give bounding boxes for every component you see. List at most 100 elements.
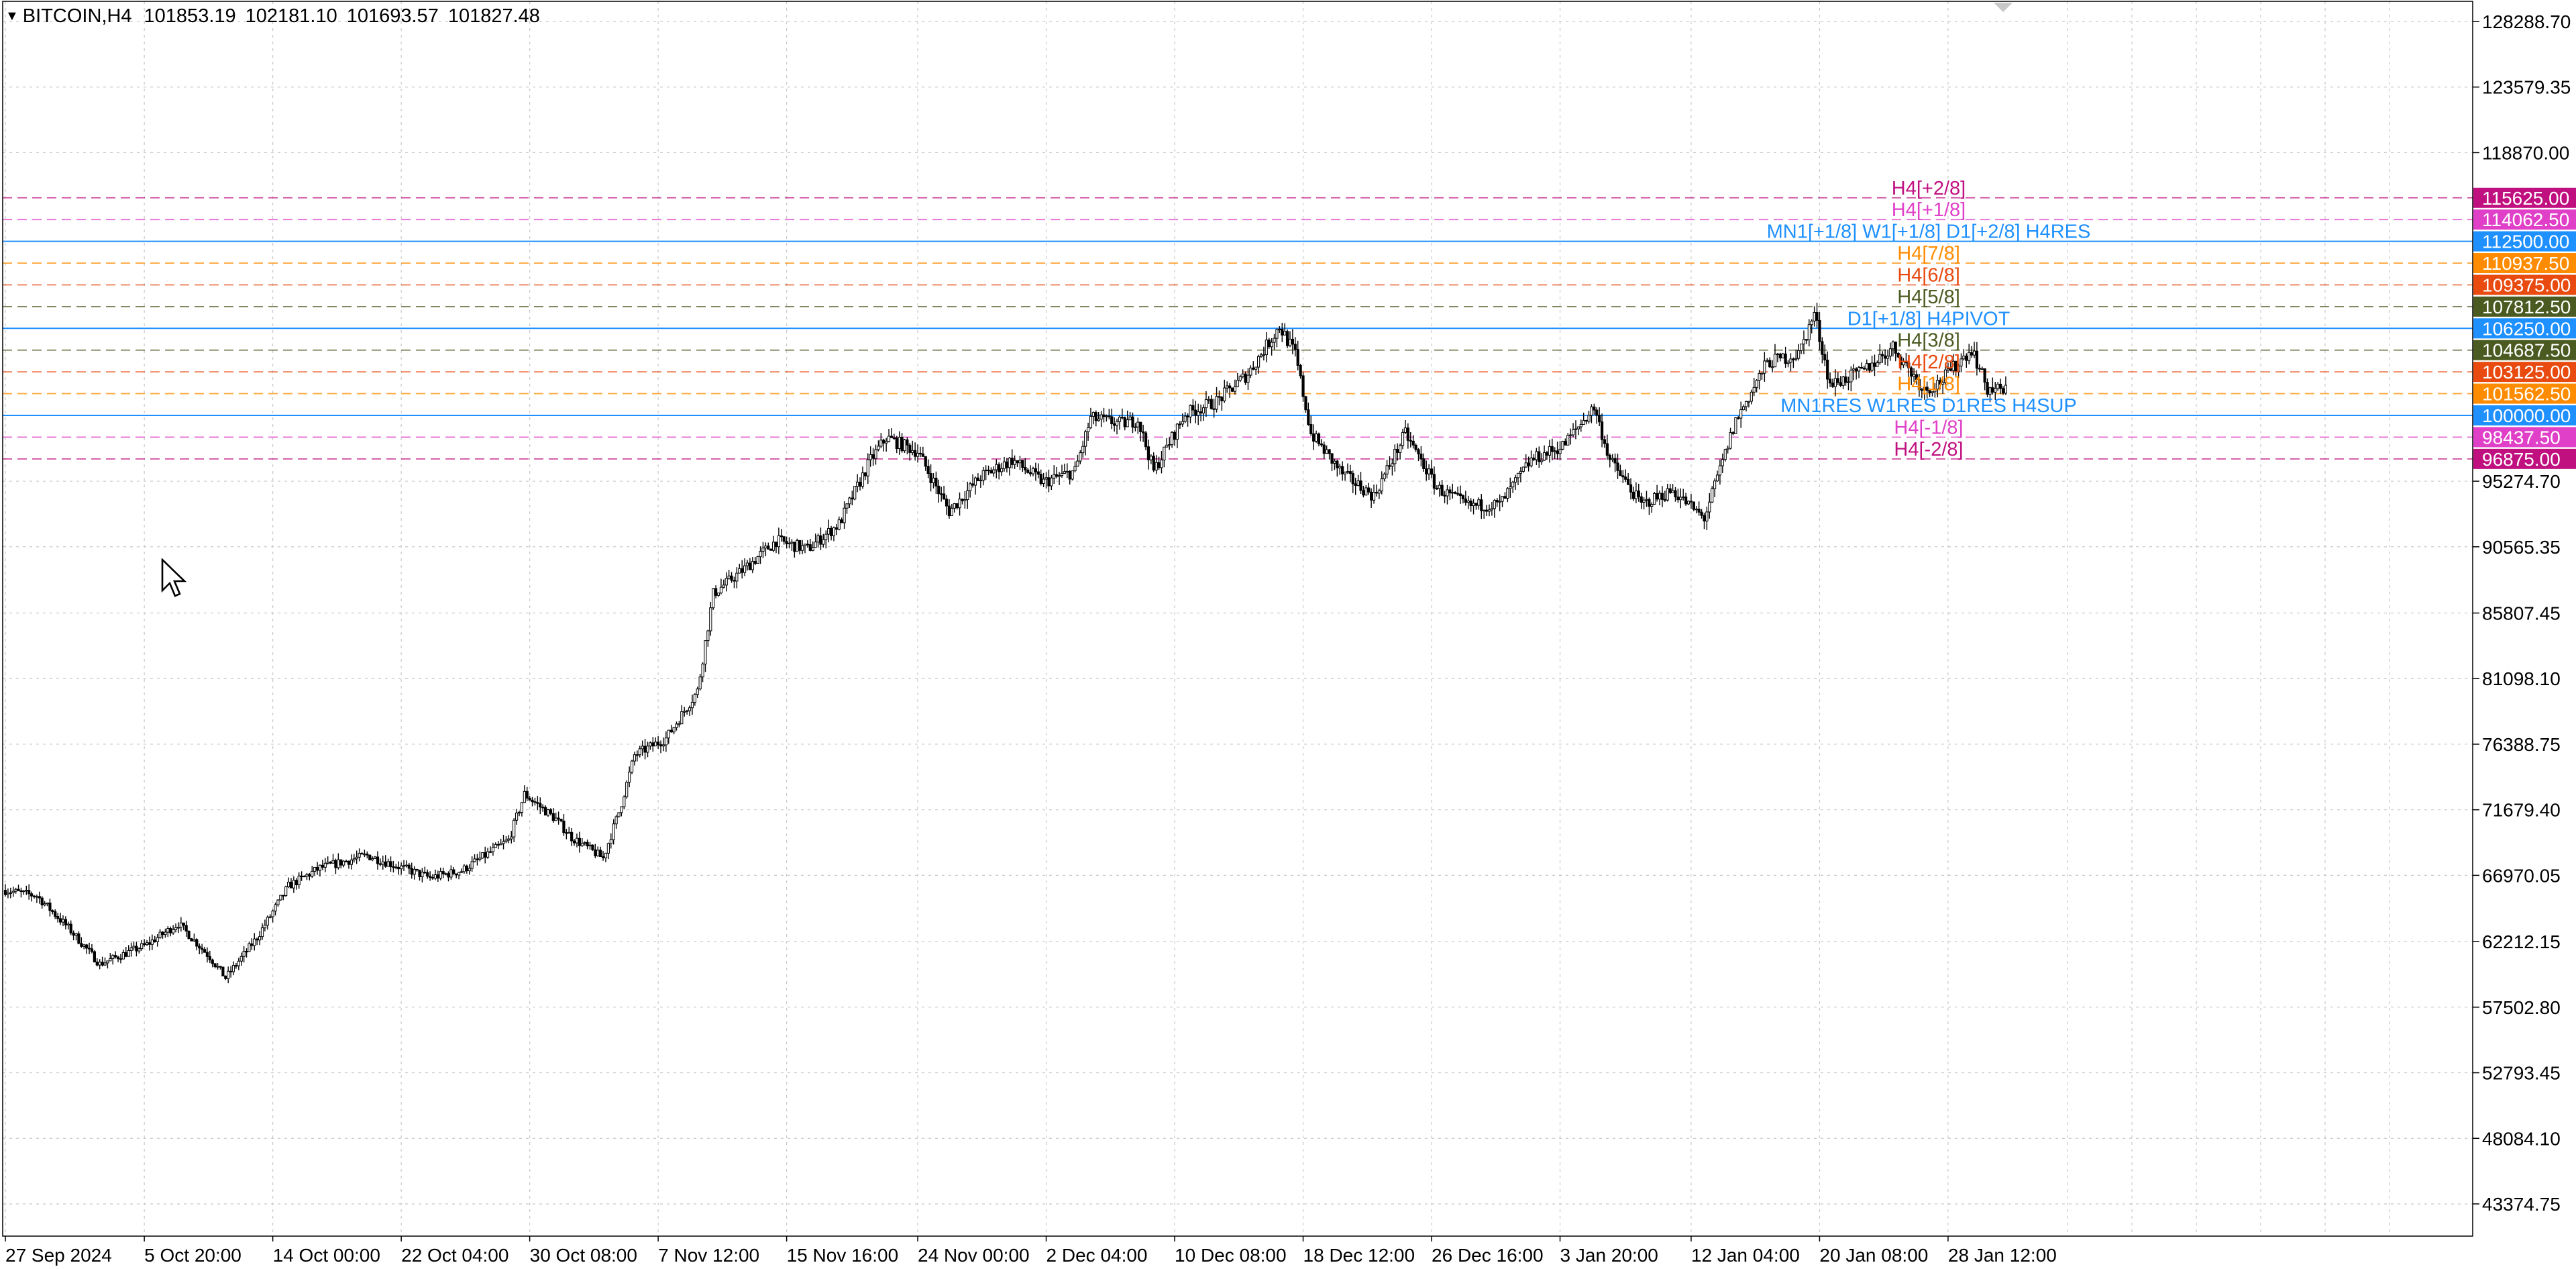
candle-body: [1758, 372, 1761, 381]
candle-body: [1249, 367, 1252, 376]
candle-body: [1978, 368, 1981, 370]
period-separator-marker-icon[interactable]: [1994, 3, 2012, 12]
candle-body: [971, 483, 975, 486]
candle-body: [914, 450, 917, 457]
candle-body: [918, 452, 922, 455]
candle-body: [294, 880, 298, 886]
candle-body: [1474, 503, 1478, 506]
candle-body: [1246, 374, 1250, 383]
candle-body: [366, 854, 369, 856]
candle-body: [557, 817, 560, 820]
candle-body: [1943, 369, 1947, 383]
candle-body: [83, 944, 86, 947]
x-tick-label: 5 Oct 20:00: [144, 1245, 241, 1266]
candle-body: [392, 866, 395, 868]
candle-body: [798, 540, 802, 551]
candle-body: [678, 723, 681, 725]
candle-body: [916, 452, 920, 457]
candle-body: [1734, 417, 1737, 434]
candle-body: [344, 860, 348, 862]
candle-body: [1152, 456, 1155, 471]
candle-body: [1656, 493, 1659, 500]
candle-body: [1535, 451, 1538, 460]
candle-body: [1356, 480, 1360, 486]
candle-body: [533, 801, 537, 803]
candle-body: [494, 844, 497, 848]
candle-body: [1008, 458, 1011, 468]
candle-body: [1469, 500, 1472, 507]
candle-body: [135, 946, 138, 952]
candle-body: [1380, 478, 1383, 492]
candle-body: [1320, 443, 1323, 446]
candle-body: [1913, 374, 1916, 377]
candle-body: [1338, 466, 1342, 468]
candle-body: [1516, 472, 1520, 478]
candle-body: [851, 497, 854, 500]
candle-body: [1718, 465, 1722, 476]
candle-body: [1768, 360, 1772, 368]
candle-body: [468, 868, 471, 872]
candle-body: [1799, 344, 1803, 351]
candle-body: [900, 436, 904, 452]
candle-body: [476, 858, 479, 860]
y-tick-label: 57502.80: [2482, 997, 2561, 1018]
candle-body: [1904, 360, 1908, 364]
candle-body: [484, 852, 487, 858]
candle-body: [887, 436, 891, 442]
candle-body: [1726, 448, 1729, 450]
candle-body: [1309, 423, 1313, 434]
candle-body: [1975, 350, 1979, 369]
candle-body: [1485, 509, 1489, 512]
collapse-triangle-icon[interactable]: ▼: [5, 9, 19, 23]
candle-body: [1778, 353, 1782, 358]
candle-body: [43, 903, 46, 906]
candle-body: [1186, 415, 1189, 417]
candle-body: [1031, 468, 1035, 474]
candle-body: [958, 499, 961, 509]
candle-body: [969, 483, 972, 491]
candle-body: [1876, 362, 1879, 367]
candle-body: [1128, 416, 1132, 421]
candle-body: [531, 799, 534, 803]
candle-body: [816, 535, 820, 543]
candle-body: [1915, 374, 1919, 380]
candle-body: [40, 897, 44, 906]
level-price-badge: [2473, 318, 2576, 339]
candle-body: [1102, 414, 1106, 417]
candle-body: [664, 738, 667, 746]
candle-body: [1018, 460, 1022, 464]
candle-body: [1163, 446, 1166, 460]
candle-body: [1642, 499, 1646, 503]
candle-body: [441, 871, 445, 874]
candle-body: [1519, 470, 1523, 474]
candle-body: [701, 664, 704, 678]
level-price-label: 100000.00: [2482, 405, 2571, 426]
candle-body: [1689, 501, 1693, 503]
candle-body: [1501, 496, 1504, 502]
candle-body: [1818, 319, 1821, 342]
candle-body: [937, 485, 941, 495]
candle-body: [874, 449, 877, 459]
candle-body: [753, 561, 757, 564]
candle-body: [462, 865, 466, 872]
candle-body: [1721, 459, 1724, 466]
candle-body: [1741, 406, 1746, 411]
candle-body: [216, 966, 219, 968]
candle-body: [85, 944, 89, 949]
candle-body: [334, 860, 337, 868]
candle-body: [1341, 466, 1344, 474]
candle-body: [963, 499, 967, 501]
x-tick-label: 12 Jan 04:00: [1691, 1245, 1800, 1266]
candle-body: [1631, 491, 1635, 499]
candle-body: [756, 556, 759, 564]
candle-body: [6, 893, 10, 895]
candle-body: [1946, 368, 1950, 370]
candle-body: [1165, 444, 1169, 448]
candle-body: [1561, 441, 1564, 450]
level-label: D1[+1/8] H4PIVOT: [1847, 308, 2010, 329]
candle-body: [381, 861, 384, 865]
candle-body: [578, 837, 581, 846]
candle-body: [1146, 446, 1150, 460]
